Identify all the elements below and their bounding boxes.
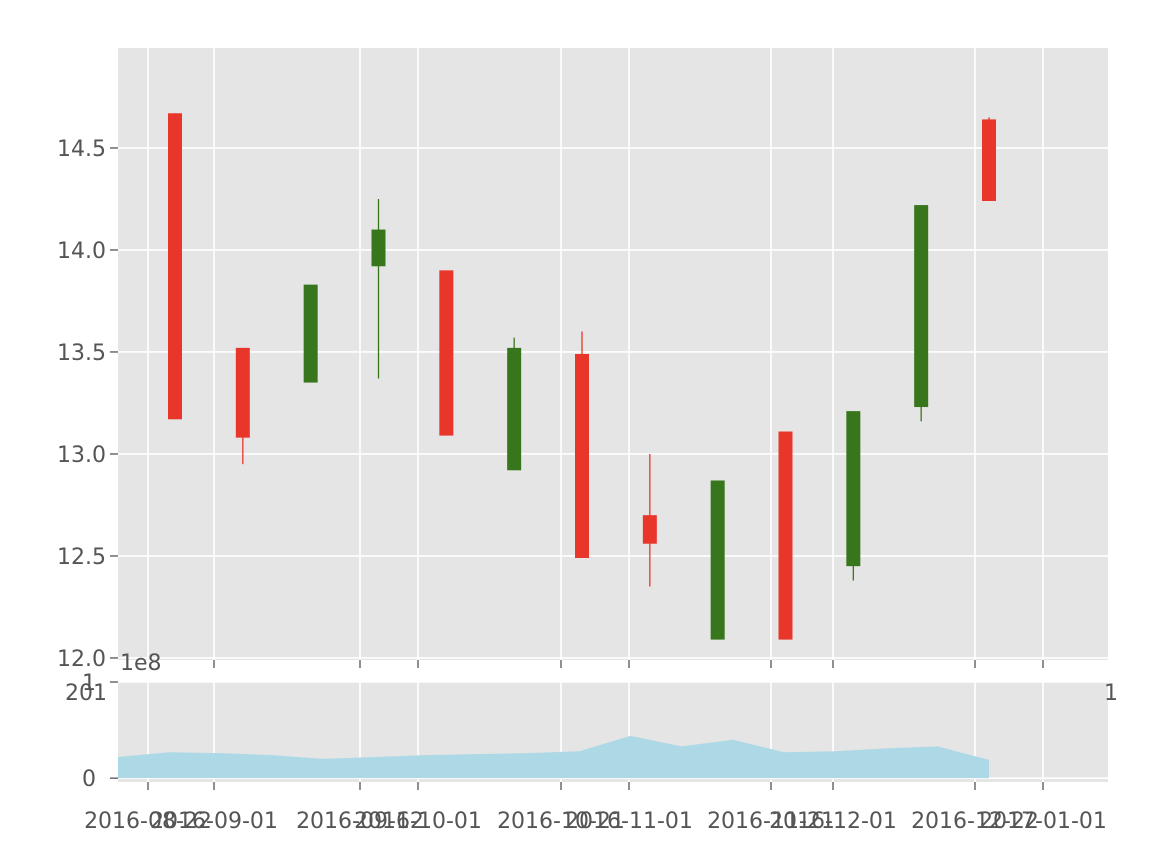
candle-body [439, 270, 454, 436]
price-y-tick-label: 13.5 [57, 341, 106, 366]
volume-area [118, 735, 989, 779]
price-plot-area [118, 48, 1108, 660]
price-y-multiplier-label: 1e8 [120, 651, 162, 676]
price-y-tick-label: 12.5 [57, 545, 106, 570]
candle-body [846, 411, 861, 567]
candle-body [710, 480, 725, 640]
price-y-tick-label: 13.0 [57, 443, 106, 468]
volume-x-tick-label: 2016-11-21 [707, 809, 835, 834]
volume-y-tick-label: 1 [82, 671, 96, 696]
price-x-tick-marks [213, 660, 1044, 668]
candle-body [778, 431, 793, 640]
volume-x-tick-label: 2017-01-01 [979, 809, 1107, 834]
volume-y-tick-labels: 01 [82, 671, 118, 792]
volume-x-tick-label: 2016-10-21 [497, 809, 625, 834]
candle-body [303, 284, 318, 383]
volume-x-tick-label: 2016-09-01 [150, 809, 278, 834]
candle-body [371, 229, 386, 267]
price-y-tick-label: 14.5 [57, 137, 106, 162]
candle-body [982, 119, 996, 201]
candle-body [507, 347, 522, 471]
candle-body [235, 347, 250, 438]
candle-bodies [168, 113, 996, 640]
candle-body [168, 113, 182, 420]
volume-x-tick-label: 2016-11-01 [565, 809, 693, 834]
candle-body [914, 205, 929, 408]
volume-top-right-label: 1 [1104, 681, 1118, 706]
volume-top-left-label: 201 [65, 681, 107, 706]
price-y-tick-labels: 12.0 12.5 13.0 13.5 14.0 14.5 [57, 137, 118, 672]
volume-x-tick-label: 2016-12-01 [769, 809, 897, 834]
candle-body [642, 515, 657, 544]
volume-x-tick-label: 2016-08-22 [84, 809, 212, 834]
candle-body [575, 354, 589, 558]
volume-x-tick-label: 2016-09-12 [296, 809, 424, 834]
price-gridlines [118, 48, 1108, 660]
volume-x-tick-label: 2016-10-01 [354, 809, 482, 834]
volume-x-tick-label: 2016-12-22 [911, 809, 1039, 834]
price-y-tick-label: 12.0 [57, 647, 106, 672]
volume-y-tick-label: 0 [82, 767, 96, 792]
price-y-tick-label: 14.0 [57, 239, 106, 264]
